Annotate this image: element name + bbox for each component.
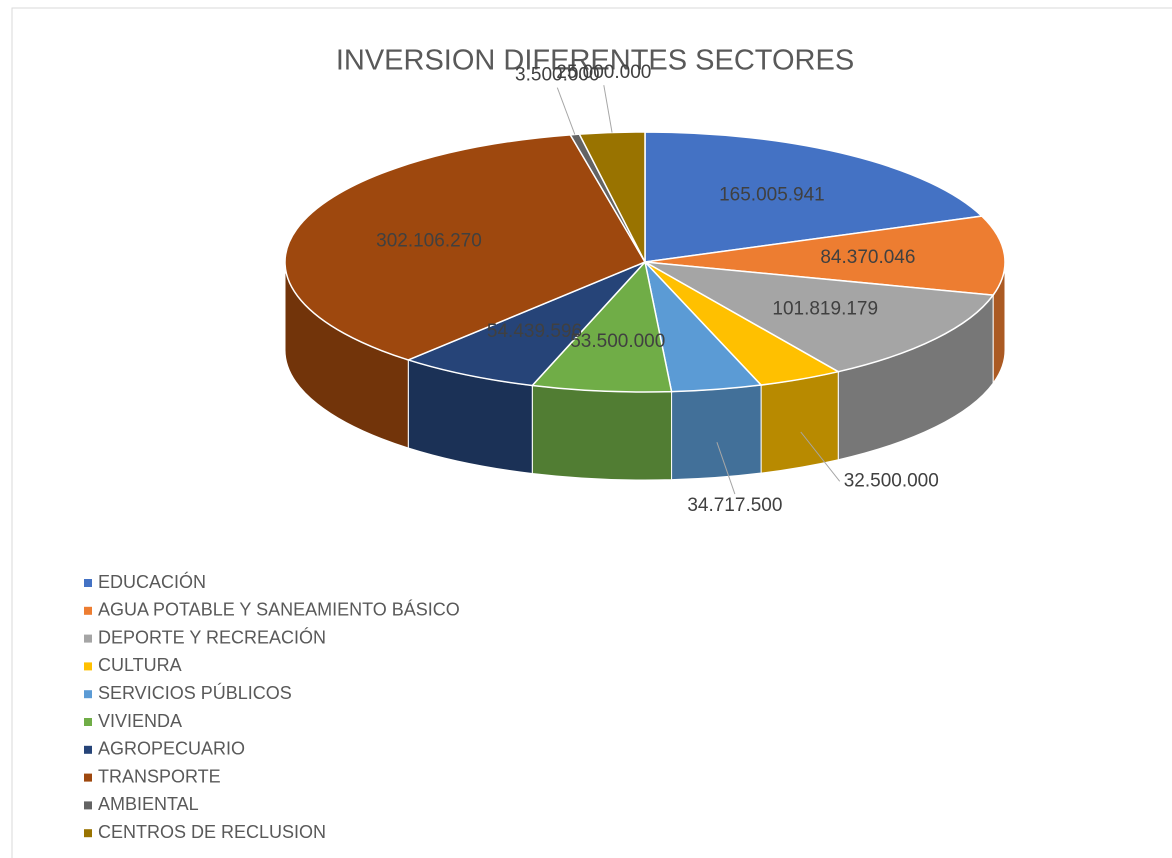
legend-label: CULTURA [98, 655, 182, 675]
slice [284, 134, 647, 361]
legend-label: AGUA POTABLE Y SANEAMIENTO BÁSICO [98, 600, 460, 620]
slice-side [671, 384, 762, 481]
legend-swatch [84, 579, 92, 587]
data-label: 84.370.046 [820, 247, 915, 268]
legend-label: AGROPECUARIO [98, 739, 245, 759]
legend-label: AMBIENTAL [98, 794, 199, 814]
legend-swatch [84, 745, 92, 754]
data-label: 54.439.596 [487, 321, 582, 342]
legend-label: TRANSPORTE [98, 766, 221, 786]
slice [530, 260, 673, 393]
leader-line [800, 431, 841, 482]
slice [644, 131, 984, 263]
legend-label: EDUCACIÓN [98, 571, 206, 592]
slice [644, 215, 1006, 296]
data-label: 25.000.000 [556, 62, 651, 83]
legend-swatch [84, 829, 92, 838]
chart-title: INVERSION DIFERENTES SECTORES [336, 45, 854, 77]
data-label: 53.500.000 [570, 331, 665, 352]
legend-label: SERVICIOS PÚBLICOS [98, 682, 292, 703]
slice-side [760, 371, 839, 474]
legend-swatch [84, 634, 92, 643]
legend-label: DEPORTE Y RECREACIÓN [98, 626, 326, 647]
legend-swatch [84, 801, 92, 810]
legend-swatch [84, 606, 92, 615]
slice [578, 131, 646, 263]
data-label: 3.500.000 [515, 65, 600, 86]
slice [406, 261, 646, 387]
legend-swatch [84, 662, 92, 671]
data-label: 34.717.500 [687, 495, 782, 516]
leader-line [716, 442, 736, 495]
legend-label: VIVIENDA [98, 711, 182, 731]
leader-line [556, 87, 576, 135]
data-label: 101.819.179 [772, 299, 878, 320]
slice [644, 261, 995, 373]
legend-swatch [84, 690, 92, 699]
legend-swatch [84, 718, 92, 726]
leader-line [603, 85, 613, 133]
legend-swatch [84, 773, 92, 782]
data-label: 32.500.000 [844, 470, 939, 491]
data-label: 165.005.941 [719, 185, 825, 206]
legend-label: CENTROS DE RECLUSION [98, 822, 326, 842]
slice-side [531, 384, 673, 481]
data-label: 302.106.270 [376, 231, 482, 252]
